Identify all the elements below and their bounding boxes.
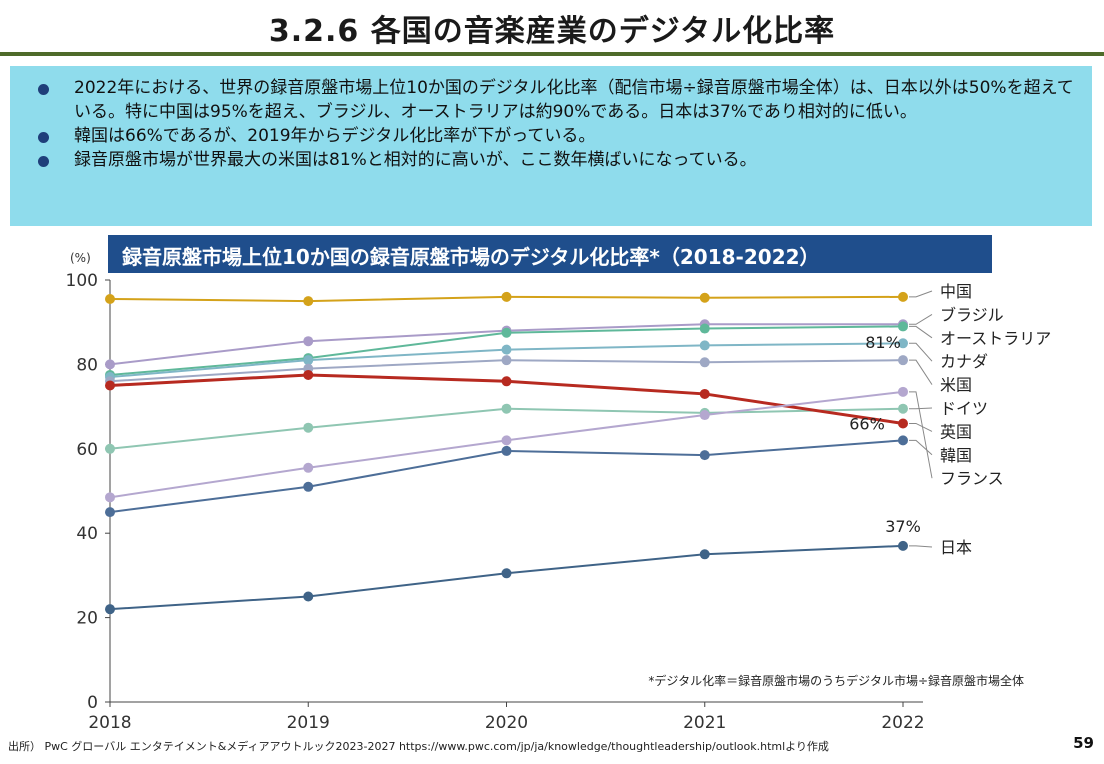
- data-point-中国: [105, 293, 115, 304]
- bullet-dot-icon: [38, 156, 49, 167]
- legend-leader-line: [909, 313, 933, 325]
- data-point-カナダ: [303, 355, 314, 366]
- data-point-カナダ: [501, 344, 512, 355]
- data-point-ドイツ: [898, 403, 908, 414]
- data-point-フランス: [105, 492, 115, 503]
- data-point-ドイツ: [501, 403, 512, 414]
- legend-leader-line: [909, 325, 933, 339]
- data-point-英国: [105, 380, 115, 391]
- data-point-ブラジル: [303, 336, 314, 347]
- data-point-フランス: [699, 410, 710, 421]
- legend-label-中国: 中国: [940, 282, 972, 301]
- data-point-ブラジル: [105, 359, 115, 370]
- legend-label-ドイツ: ドイツ: [940, 399, 988, 418]
- data-point-日本: [303, 591, 314, 602]
- data-point-フランス: [303, 462, 314, 473]
- chart-title: 録音原盤市場上位10か国の録音原盤市場のデジタル化比率*（2018-2022）: [108, 235, 992, 273]
- data-point-米国: [699, 357, 710, 368]
- data-point-日本: [501, 568, 512, 579]
- legend-leader-line: [909, 407, 933, 410]
- y-tick-label: 100: [66, 271, 98, 291]
- data-point-中国: [699, 292, 710, 303]
- summary-bullet: 2022年における、世界の録音原盤市場上位10か国のデジタル化比率（配信市場÷録…: [34, 76, 1076, 124]
- legend-leader-line: [909, 290, 933, 298]
- data-point-フランス: [898, 386, 908, 397]
- y-tick-label: 20: [76, 609, 98, 629]
- data-point-ドイツ: [105, 443, 115, 454]
- legend-label-フランス: フランス: [940, 469, 1004, 488]
- data-point-米国: [898, 355, 908, 366]
- data-point-オーストラリア: [501, 327, 512, 338]
- page-number: 59: [1073, 734, 1094, 752]
- x-tick-label: 2018: [88, 713, 131, 733]
- data-point-韓国: [303, 481, 314, 492]
- data-point-日本: [699, 549, 710, 560]
- chart-footnote: *デジタル化率＝録音原盤市場のうちデジタル市場÷録音原盤市場全体: [648, 673, 1024, 688]
- data-point-韓国: [699, 450, 710, 461]
- y-tick-label: 60: [76, 440, 98, 460]
- y-tick-label: 40: [76, 524, 98, 544]
- x-tick-label: 2020: [485, 713, 528, 733]
- legend-leader-line: [909, 439, 933, 456]
- y-axis-unit: (%): [70, 251, 91, 265]
- data-point-英国: [898, 418, 908, 429]
- data-point-中国: [303, 296, 314, 307]
- page-title: 3.2.6 各国の音楽産業のデジタル化比率: [268, 14, 836, 49]
- data-point-日本: [898, 540, 908, 551]
- data-point-米国: [501, 355, 512, 366]
- data-label: 81%: [865, 333, 901, 352]
- data-point-韓国: [105, 507, 115, 518]
- summary-bullet: 韓国は66%であるが、2019年からデジタル化比率が下がっている。: [34, 124, 1076, 148]
- y-tick-label: 80: [76, 355, 98, 375]
- legend-leader-line: [909, 391, 933, 479]
- y-tick-label: 0: [87, 693, 98, 713]
- legend-label-日本: 日本: [940, 538, 972, 557]
- legend-leader-line: [909, 359, 933, 385]
- data-point-カナダ: [699, 340, 710, 351]
- legend-label-英国: 英国: [940, 422, 972, 441]
- data-label: 66%: [849, 414, 885, 433]
- summary-bullet-text: 韓国は66%であるが、2019年からデジタル化比率が下がっている。: [74, 126, 596, 146]
- data-point-フランス: [501, 435, 512, 446]
- legend-label-カナダ: カナダ: [940, 352, 988, 371]
- x-tick-label: 2019: [287, 713, 330, 733]
- data-point-オーストラリア: [699, 323, 710, 334]
- summary-bullet: 録音原盤市場が世界最大の米国は81%と相対的に高いが、ここ数年横ばいになっている…: [34, 148, 1076, 172]
- summary-bullet-text: 録音原盤市場が世界最大の米国は81%と相対的に高いが、ここ数年横ばいになっている…: [74, 150, 757, 170]
- legend-label-オーストラリア: オーストラリア: [940, 329, 1051, 348]
- summary-box: 2022年における、世界の録音原盤市場上位10か国のデジタル化比率（配信市場÷録…: [10, 66, 1092, 226]
- data-point-カナダ: [898, 338, 908, 349]
- legend-label-韓国: 韓国: [940, 446, 972, 465]
- summary-bullet-text: 2022年における、世界の録音原盤市場上位10か国のデジタル化比率（配信市場÷録…: [74, 78, 1074, 122]
- x-tick-label: 2022: [881, 713, 924, 733]
- legend-leader-line: [909, 545, 933, 548]
- data-point-中国: [501, 291, 512, 302]
- bullet-dot-icon: [38, 132, 49, 143]
- bullet-dot-icon: [38, 84, 49, 95]
- data-point-英国: [699, 388, 710, 399]
- data-point-ドイツ: [303, 422, 314, 433]
- legend-label-米国: 米国: [940, 376, 972, 395]
- data-point-オーストラリア: [898, 321, 908, 332]
- title-divider: [0, 52, 1104, 56]
- data-point-英国: [501, 376, 512, 387]
- x-tick-label: 2021: [683, 713, 726, 733]
- source-note: 出所） PwC グローバル エンタテイメント&メディアアウトルック2023-20…: [8, 740, 829, 753]
- data-point-韓国: [898, 435, 908, 446]
- legend-label-ブラジル: ブラジル: [940, 305, 1004, 324]
- data-point-英国: [303, 369, 314, 380]
- data-point-韓国: [501, 445, 512, 456]
- data-point-日本: [105, 604, 115, 615]
- data-point-中国: [898, 291, 908, 302]
- legend-leader-line: [909, 342, 933, 362]
- legend-leader-line: [909, 422, 933, 432]
- data-label: 37%: [885, 517, 921, 536]
